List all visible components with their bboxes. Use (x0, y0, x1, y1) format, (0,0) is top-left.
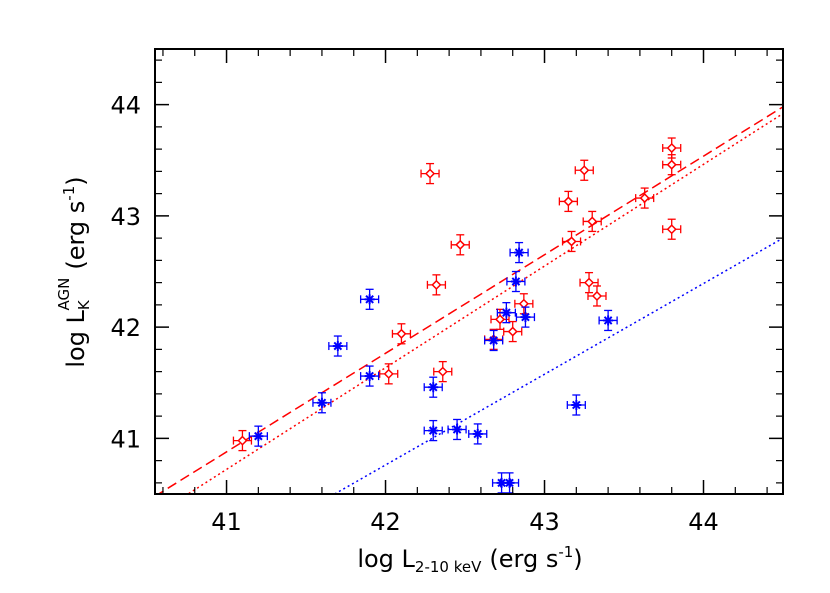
data-point-diamond (420, 162, 440, 185)
data-point-diamond (391, 323, 412, 345)
y-tick-label: 42 (110, 314, 141, 342)
data-point-diamond (662, 154, 682, 176)
data-point-diamond (635, 187, 655, 209)
data-point-asterisk (483, 329, 504, 352)
data-point-asterisk (423, 376, 443, 398)
data-point-diamond (582, 210, 602, 233)
data-point-diamond (574, 159, 594, 181)
fit-line-dashed (157, 106, 783, 494)
data-point-asterisk (506, 270, 526, 293)
data-point-diamond (561, 230, 582, 253)
x-tick-label: 41 (211, 508, 242, 536)
data-point-diamond (587, 285, 607, 307)
plot-frame (154, 48, 784, 495)
data-point-asterisk (423, 419, 443, 442)
data-point-diamond (232, 429, 253, 452)
fit-line-dotted (334, 237, 783, 494)
data-point-asterisk (598, 309, 618, 332)
data-point-diamond (558, 190, 579, 213)
data-point-asterisk (468, 423, 488, 445)
data-point-asterisk (509, 241, 529, 264)
y-axis-title: log LKAGN(erg s-1) (55, 176, 93, 367)
data-point-diamond (514, 293, 534, 315)
data-point-diamond (503, 320, 523, 343)
data-point-diamond (379, 363, 399, 385)
data-point-asterisk (515, 306, 536, 328)
data-point-asterisk (312, 392, 332, 414)
y-tick-label: 44 (110, 92, 141, 120)
x-tick-label: 42 (370, 508, 401, 536)
data-point-asterisk (566, 394, 586, 416)
data-point-asterisk (359, 288, 380, 310)
x-tick-label: 44 (688, 508, 719, 536)
data-point-diamond (426, 274, 447, 296)
y-tick-label: 43 (110, 203, 141, 231)
data-point-asterisk (496, 302, 517, 324)
data-point-asterisk (328, 335, 348, 357)
data-point-asterisk (447, 418, 467, 441)
x-axis-title: log L2-10 keV (erg s-1) (357, 543, 582, 576)
data-point-diamond (433, 360, 453, 383)
data-point-asterisk (359, 365, 380, 387)
data-point-diamond (662, 137, 682, 159)
y-tick-label: 41 (110, 425, 141, 453)
x-tick-label: 43 (529, 508, 560, 536)
data-point-diamond (662, 218, 682, 240)
data-point-diamond (450, 234, 470, 256)
data-point-asterisk (499, 472, 520, 494)
fit-line-dotted (186, 112, 783, 494)
data-point-asterisk (248, 425, 268, 447)
data-point-diamond (579, 271, 599, 294)
